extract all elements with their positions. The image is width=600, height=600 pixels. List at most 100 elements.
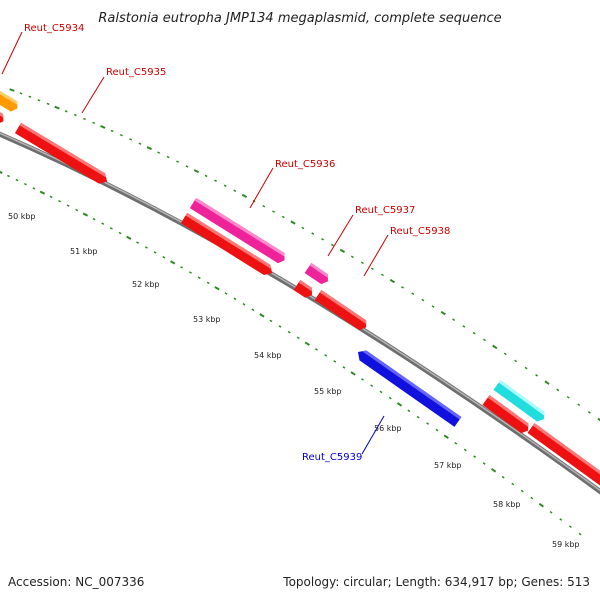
minor-tick — [206, 281, 210, 285]
minor-tick — [568, 525, 572, 529]
minor-tick — [350, 255, 354, 259]
minor-tick — [401, 286, 405, 289]
minor-tick — [101, 222, 105, 225]
major-tick — [440, 310, 446, 316]
gene-label-reut-c5934[interactable]: Reut_C5934 — [24, 23, 84, 34]
minor-tick — [473, 455, 477, 459]
minor-tick — [587, 411, 591, 414]
minor-tick — [73, 113, 77, 117]
major-tick — [490, 468, 497, 473]
minor-tick — [370, 384, 374, 388]
minor-tick — [296, 336, 300, 340]
minor-tick — [180, 266, 184, 269]
minor-tick — [242, 302, 246, 306]
gene-label-reut-c5936[interactable]: Reut_C5936 — [275, 159, 335, 170]
minor-tick — [109, 227, 113, 230]
minor-tick — [153, 251, 157, 254]
gene-feature-red[interactable] — [482, 395, 531, 435]
gene-feature-red[interactable] — [180, 212, 276, 278]
minor-tick — [426, 422, 430, 425]
gene-feature-orange[interactable] — [0, 86, 21, 114]
minor-tick — [83, 117, 86, 121]
minor-tick — [136, 241, 140, 244]
gene-feature-cyan[interactable] — [493, 380, 547, 424]
minor-tick — [421, 298, 425, 302]
gene-label-reut-c5935[interactable]: Reut_C5935 — [106, 67, 166, 78]
minor-tick — [58, 200, 62, 203]
minor-tick — [251, 308, 255, 312]
gene-feature-red[interactable] — [293, 280, 316, 300]
minor-tick — [549, 510, 553, 514]
minor-tick — [287, 330, 291, 334]
major-tick — [100, 124, 106, 129]
minor-tick — [37, 99, 41, 102]
gene-feature-magenta[interactable] — [189, 197, 288, 265]
minor-tick — [162, 256, 166, 259]
major-tick — [146, 146, 152, 151]
minor-tick — [431, 305, 435, 308]
gene-label-reut-c5938[interactable]: Reut_C5938 — [390, 226, 450, 237]
minor-tick — [15, 178, 19, 182]
gene-feature-red[interactable] — [527, 423, 600, 492]
major-tick — [544, 380, 550, 385]
gene-feature-red[interactable] — [314, 290, 370, 332]
kbp-label: 55 kbp — [314, 387, 342, 396]
major-tick — [9, 88, 15, 92]
gene-label-reut-c5937[interactable]: Reut_C5937 — [355, 205, 415, 216]
minor-tick — [482, 462, 486, 465]
kbp-label: 54 kbp — [254, 351, 282, 360]
minor-tick — [138, 142, 142, 145]
minor-tick — [110, 129, 114, 133]
minor-tick — [454, 441, 458, 445]
minor-tick — [559, 518, 563, 521]
major-tick — [241, 193, 248, 198]
gene-features — [0, 86, 600, 492]
major-tick — [0, 170, 3, 174]
gene-feature-red[interactable] — [14, 122, 110, 187]
kbp-label: 56 kbp — [374, 424, 402, 433]
minor-tick — [197, 276, 201, 279]
major-tick — [396, 402, 403, 407]
minor-tick — [281, 215, 285, 219]
kbp-label: 58 kbp — [493, 500, 521, 509]
minor-tick — [416, 415, 420, 419]
minor-tick — [472, 331, 476, 335]
minor-tick — [361, 378, 364, 381]
minor-tick — [556, 388, 560, 392]
major-tick — [82, 212, 89, 217]
minor-tick — [32, 187, 36, 190]
kbp-label: 52 kbp — [132, 280, 160, 289]
minor-tick — [452, 318, 456, 321]
major-tick — [259, 313, 265, 318]
minor-tick — [278, 325, 282, 328]
minor-tick — [46, 102, 50, 106]
minor-tick — [189, 271, 192, 274]
gene-feature-blue[interactable] — [355, 347, 462, 427]
minor-tick — [520, 489, 524, 493]
minor-tick — [166, 155, 170, 159]
gene-label-reut-c5939[interactable]: Reut_C5939 — [302, 452, 362, 463]
minor-tick — [379, 390, 383, 394]
minor-tick — [185, 165, 189, 168]
minor-tick — [360, 261, 364, 265]
gene-feature-magenta[interactable] — [304, 263, 332, 286]
minor-tick — [388, 396, 392, 400]
minor-tick — [92, 121, 96, 125]
label-leader-lines — [1, 31, 389, 455]
minor-tick — [503, 352, 507, 356]
minor-tick — [370, 267, 374, 271]
minor-tick — [233, 297, 237, 301]
major-tick — [39, 190, 46, 195]
minor-tick — [566, 395, 570, 399]
minor-tick — [92, 217, 96, 221]
minor-tick — [19, 92, 23, 95]
major-tick — [193, 169, 200, 174]
major-tick — [389, 278, 396, 284]
kbp-label: 53 kbp — [193, 315, 221, 324]
minor-tick — [272, 210, 276, 213]
minor-tick — [331, 243, 334, 247]
minor-tick — [223, 184, 227, 188]
major-tick — [492, 344, 498, 350]
